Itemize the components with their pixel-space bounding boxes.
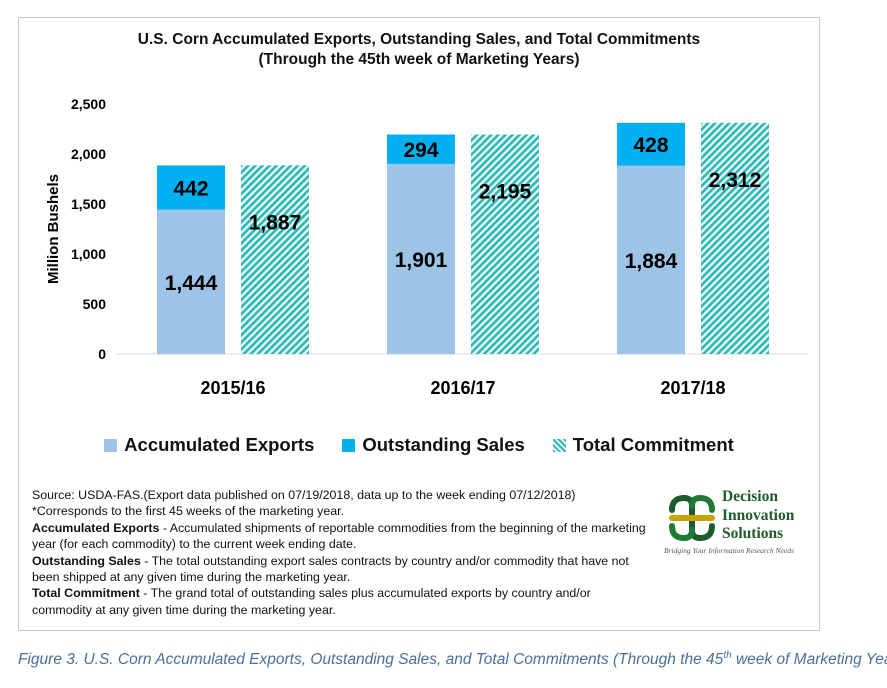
y-tick-label: 1,000 — [71, 246, 106, 262]
logo-line-3: Solutions — [722, 525, 784, 542]
data-label-accumulated-exports: 1,884 — [625, 250, 678, 273]
legend-swatch-accumulated-exports — [104, 438, 118, 452]
bar-chart: 0 500 1,000 1,500 2,000 2,500 Million Bushels 1… — [45, 96, 808, 398]
x-tick-label: 2015/16 — [200, 378, 265, 398]
data-label-total-commitment: 2,195 — [479, 181, 532, 204]
caption-superscript: th — [723, 650, 732, 661]
chart-subtitle-line: (Through the 45th week of Marketing Year… — [258, 51, 580, 68]
y-tick-label: 500 — [83, 296, 107, 312]
definition-term: Total Commitment — [32, 586, 140, 601]
legend-swatch-outstanding-sales — [342, 438, 356, 452]
data-label-total-commitment: 2,312 — [709, 169, 762, 192]
logo-line-1: Decision — [722, 488, 778, 505]
bar-outstanding-sales — [617, 122, 685, 166]
data-label-accumulated-exports: 1,901 — [395, 249, 448, 272]
notes-block: Source: USDA-FAS.(Export data published … — [32, 487, 652, 618]
x-tick-label: 2017/18 — [660, 378, 725, 398]
logo-tagline: Bridging Your Information Research Needs — [664, 546, 794, 555]
footnote: *Corresponds to the first 45 weeks of th… — [32, 504, 344, 519]
legend-swatch-total-commitment — [552, 438, 566, 452]
bar-total-commitment — [471, 134, 539, 354]
bar-total-commitment — [701, 122, 769, 354]
legend: Accumulated Exports Outstanding Sales To… — [18, 434, 820, 456]
legend-label: Outstanding Sales — [362, 434, 525, 455]
definition-text: - The total outstanding export sales con… — [32, 553, 629, 585]
figure-caption: Figure 3. U.S. Corn Accumulated Exports,… — [18, 650, 887, 669]
logo-line-2: Innovation — [722, 506, 795, 524]
plot-area: 0 500 1,000 1,500 2,000 2,500 Million Bushels 1… — [45, 96, 808, 398]
y-tick-label: 2,500 — [71, 96, 106, 112]
company-logo: Decision Innovation Solutions Bridging Y… — [662, 488, 812, 560]
definition-outstanding-sales: Outstanding Sales - The total outstandin… — [32, 553, 652, 586]
bar-accumulated-exports — [157, 209, 225, 354]
logo-knot-icon — [669, 494, 715, 542]
definition-text: - Accumulated shipments of reportable co… — [32, 520, 646, 552]
data-label-total-commitment: 1,887 — [249, 211, 302, 234]
definition-text: - The grand total of outstanding sales p… — [32, 586, 591, 617]
bar-total-commitment — [241, 165, 309, 354]
caption-text: Figure 3. U.S. Corn Accumulated Exports,… — [18, 651, 724, 669]
definition-term: Outstanding Sales — [32, 553, 141, 568]
legend-label: Total Commitment — [572, 434, 734, 455]
definition-term: Accumulated Exports — [32, 520, 160, 535]
y-axis-label: Million Bushels — [45, 174, 62, 284]
y-tick-label: 2,000 — [71, 146, 106, 162]
logo-wordmark: Decision Innovation Solutions — [722, 488, 794, 544]
bar-accumulated-exports — [387, 163, 455, 354]
chart-title-line: U.S. Corn Accumulated Exports, Outstandi… — [137, 31, 701, 48]
data-label-outstanding-sales: 428 — [633, 134, 668, 157]
source-note: Source: USDA-FAS.(Export data published … — [32, 488, 576, 502]
definition-accumulated-exports: Accumulated Exports - Accumulated shipme… — [32, 520, 652, 553]
data-label-outstanding-sales: 294 — [403, 139, 438, 162]
legend-item-total-commitment: Total Commitment — [552, 434, 734, 456]
x-tick-label: 2016/17 — [430, 378, 495, 398]
bar-accumulated-exports — [617, 165, 685, 354]
data-label-accumulated-exports: 1,444 — [165, 272, 218, 295]
chart-title: U.S. Corn Accumulated Exports, Outstandi… — [18, 30, 820, 70]
legend-item-accumulated-exports: Accumulated Exports — [104, 434, 314, 456]
legend-item-outstanding-sales: Outstanding Sales — [342, 434, 525, 456]
y-tick-label: 1,500 — [71, 196, 106, 212]
caption-text-end: week of Marketing Year) — [731, 651, 887, 669]
bar-outstanding-sales — [387, 134, 455, 164]
legend-label: Accumulated Exports — [124, 434, 315, 455]
y-tick-label: 0 — [98, 346, 106, 362]
data-label-outstanding-sales: 442 — [173, 178, 208, 201]
bar-outstanding-sales — [157, 165, 225, 210]
definition-total-commitment: Total Commitment - The grand total of ou… — [32, 585, 652, 618]
